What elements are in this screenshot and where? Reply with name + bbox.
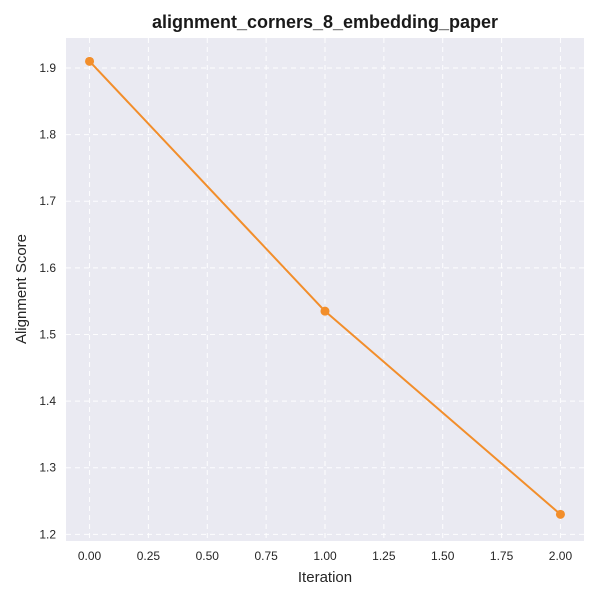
y-tick-label: 1.4 <box>39 394 56 408</box>
y-tick-label: 1.7 <box>39 194 56 208</box>
y-tick-label: 1.9 <box>39 61 56 75</box>
x-tick-label: 2.00 <box>549 549 573 563</box>
series <box>85 56 565 519</box>
x-tick-label: 1.75 <box>490 549 514 563</box>
y-tick-label: 1.8 <box>39 128 56 142</box>
x-tick-label: 0.75 <box>254 549 278 563</box>
x-axis-ticks: 0.00 0.25 0.50 0.75 1.00 1.25 1.50 1.75 2.00 <box>78 549 573 563</box>
y-tick-label: 1.3 <box>39 461 56 475</box>
y-axis-ticks: 1.2 1.3 1.4 1.5 1.6 1.7 1.8 1.9 <box>39 61 56 541</box>
x-axis-label: Iteration <box>298 569 352 586</box>
chart-title: alignment_corners_8_embedding_paper <box>152 12 498 32</box>
x-tick-label: 1.50 <box>431 549 455 563</box>
data-point <box>85 56 95 66</box>
x-tick-label: 0.00 <box>78 549 102 563</box>
y-tick-label: 1.5 <box>39 327 56 341</box>
grid <box>66 38 584 541</box>
data-point <box>320 306 330 316</box>
x-tick-label: 0.25 <box>137 549 161 563</box>
y-tick-label: 1.6 <box>39 261 56 275</box>
y-axis-label: Alignment Score <box>13 234 30 344</box>
data-point <box>555 509 565 519</box>
x-tick-label: 1.00 <box>313 549 337 563</box>
y-tick-label: 1.2 <box>39 527 56 541</box>
x-tick-label: 1.25 <box>372 549 396 563</box>
x-tick-label: 0.50 <box>196 549 220 563</box>
